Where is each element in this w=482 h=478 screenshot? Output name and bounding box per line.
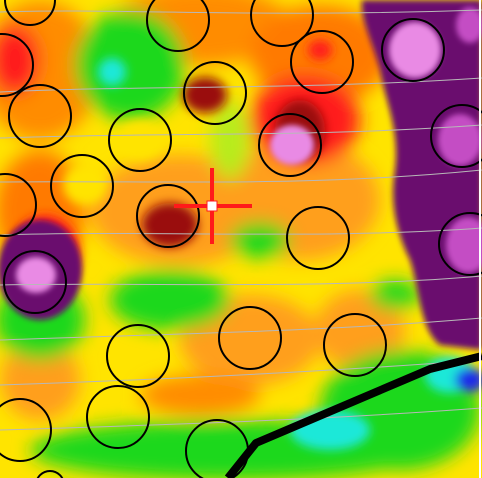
station-circle xyxy=(438,212,482,276)
station-circle xyxy=(323,313,387,377)
station-circle xyxy=(218,306,282,370)
station-circle xyxy=(3,250,67,314)
station-circle xyxy=(183,61,247,125)
station-circle xyxy=(4,0,56,26)
station-circle xyxy=(0,33,34,97)
station-circle xyxy=(430,104,482,168)
station-circle xyxy=(250,0,314,47)
station-circle xyxy=(381,18,445,82)
station-circle xyxy=(0,398,52,462)
station-circle xyxy=(86,385,150,449)
station-circle xyxy=(136,184,200,248)
contour-lines xyxy=(0,9,482,431)
station-circle xyxy=(108,108,172,172)
station-circle xyxy=(0,173,37,237)
station-circle xyxy=(36,470,64,478)
boundary-line xyxy=(224,352,482,478)
station-circle xyxy=(50,154,114,218)
crosshair-marker[interactable] xyxy=(174,168,252,244)
station-circle xyxy=(146,0,210,52)
station-circle xyxy=(106,324,170,388)
station-circle xyxy=(286,206,350,270)
station-circle xyxy=(290,30,354,94)
station-circle xyxy=(258,113,322,177)
crosshair-center xyxy=(206,200,218,212)
station-circle xyxy=(8,84,72,148)
